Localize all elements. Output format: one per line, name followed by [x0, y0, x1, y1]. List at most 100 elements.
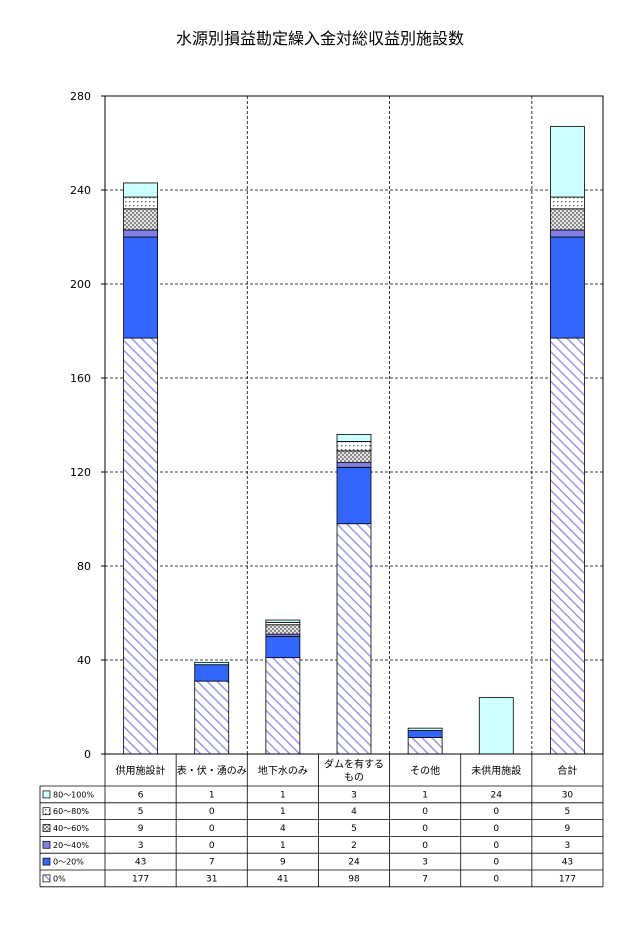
- data-table-cell: 43: [135, 858, 146, 868]
- data-table-cell: 7: [209, 858, 215, 868]
- category-label: ダムを有する: [324, 758, 384, 771]
- data-table-cell: 24: [491, 790, 503, 800]
- y-tick-label: 80: [77, 560, 91, 573]
- legend-key: [42, 840, 51, 849]
- data-table-cell: 9: [280, 858, 286, 868]
- bar-segment: [123, 337, 158, 755]
- category-label: 未供用施設: [471, 764, 521, 777]
- bar-segment: [194, 680, 230, 755]
- data-table-cell: 4: [280, 824, 286, 834]
- bar-segment: [407, 727, 443, 731]
- bar-segment: [336, 450, 372, 464]
- legend-key: [42, 807, 51, 816]
- bar-segment: [550, 196, 585, 210]
- data-table-cell: 1: [280, 807, 286, 817]
- legend-label: 80～100%: [53, 790, 94, 799]
- data-table-cell: 0: [422, 824, 428, 834]
- data-table-cell: 0: [209, 824, 215, 834]
- data-table-cell: 0: [422, 841, 428, 851]
- bar-segment: [550, 236, 585, 339]
- data-table-cell: 3: [351, 790, 357, 800]
- category-label: 供用施設計: [116, 764, 166, 777]
- legend-key: [42, 824, 51, 832]
- bar-segment: [336, 523, 372, 755]
- bar-segment: [336, 441, 372, 452]
- bar-segment: [265, 636, 301, 659]
- data-table-cell: 177: [559, 874, 576, 884]
- bar-segment: [407, 737, 443, 755]
- category-label: 表・伏・湧のみ: [177, 764, 247, 777]
- data-table-cell: 3: [422, 858, 428, 868]
- data-table-cell: 3: [138, 841, 144, 851]
- bar-segment: [336, 462, 372, 468]
- bar-segment: [123, 208, 158, 231]
- data-table-cell: 177: [132, 874, 149, 884]
- data-table-cell: 5: [138, 807, 144, 817]
- data-table-cell: 31: [206, 874, 217, 884]
- y-tick-label: 200: [70, 278, 91, 291]
- data-table-cell: 0: [209, 807, 215, 817]
- bar-segment: [123, 229, 158, 238]
- bar-segment: [550, 229, 585, 238]
- data-table-cell: 1: [209, 790, 215, 800]
- data-table-cell: 9: [138, 824, 144, 834]
- bar-segment: [123, 182, 158, 198]
- data-table-cell: 0: [493, 807, 499, 817]
- legend-key: [42, 790, 51, 799]
- data-table-cell: 0: [493, 841, 499, 851]
- data-table-cell: 6: [138, 790, 144, 800]
- bar-segment: [123, 196, 158, 210]
- legend-label: 60～80%: [53, 807, 89, 816]
- bar-segment: [336, 466, 372, 525]
- data-table-cell: 43: [562, 858, 573, 868]
- bar-segment: [265, 619, 301, 623]
- bar-segment: [265, 657, 301, 755]
- data-table-cell: 7: [422, 874, 428, 884]
- y-tick-label: 240: [70, 184, 91, 197]
- legend-label: 0%: [53, 874, 66, 883]
- legend-label: 40～60%: [53, 824, 89, 833]
- data-table-cell: 24: [348, 858, 360, 868]
- legend-label: 20～40%: [53, 841, 89, 850]
- y-tick-label: 160: [70, 372, 91, 385]
- data-table-cell: 98: [348, 874, 360, 884]
- data-table-cell: 5: [351, 824, 357, 834]
- bar-segment: [550, 337, 585, 755]
- bar-segment: [407, 730, 443, 738]
- data-table-cell: 1: [280, 841, 286, 851]
- legend-key: [42, 857, 51, 866]
- bar-segment: [265, 624, 301, 635]
- chart-title: 水源別損益勘定繰入金対総収益別施設数: [176, 29, 464, 48]
- data-table-cell: 9: [565, 824, 571, 834]
- bar-segment: [123, 236, 158, 339]
- data-table-cell: 41: [277, 874, 288, 884]
- data-table-cell: 0: [209, 841, 215, 851]
- data-table-cell: 1: [280, 790, 286, 800]
- category-label: 地下水のみ: [258, 764, 308, 777]
- bar-segment: [194, 661, 230, 666]
- legend-key: [42, 874, 51, 883]
- data-table-cell: 1: [422, 790, 428, 800]
- y-tick-label: 40: [77, 654, 91, 667]
- bar-segment: [194, 664, 230, 682]
- data-table-cell: 0: [493, 824, 499, 834]
- data-table-cell: 0: [493, 858, 499, 868]
- data-table-cell: 4: [351, 807, 357, 817]
- y-tick-label: 120: [70, 466, 91, 479]
- bar-segment: [550, 126, 585, 198]
- data-table-cell: 30: [562, 790, 574, 800]
- data-table-cell: 5: [565, 807, 571, 817]
- y-tick-label: 0: [84, 748, 91, 761]
- legend-label: 0～20%: [53, 858, 84, 867]
- data-table-cell: 3: [565, 841, 571, 851]
- data-table-cell: 0: [493, 874, 499, 884]
- data-table-cell: 2: [351, 841, 357, 851]
- y-tick-label: 280: [70, 90, 91, 103]
- category-label: 合計: [557, 764, 577, 777]
- category-label: もの: [344, 772, 364, 784]
- bar-segment: [336, 433, 372, 442]
- data-table-cell: 0: [422, 807, 428, 817]
- bar-segment: [550, 208, 585, 231]
- category-label: その他: [410, 764, 440, 777]
